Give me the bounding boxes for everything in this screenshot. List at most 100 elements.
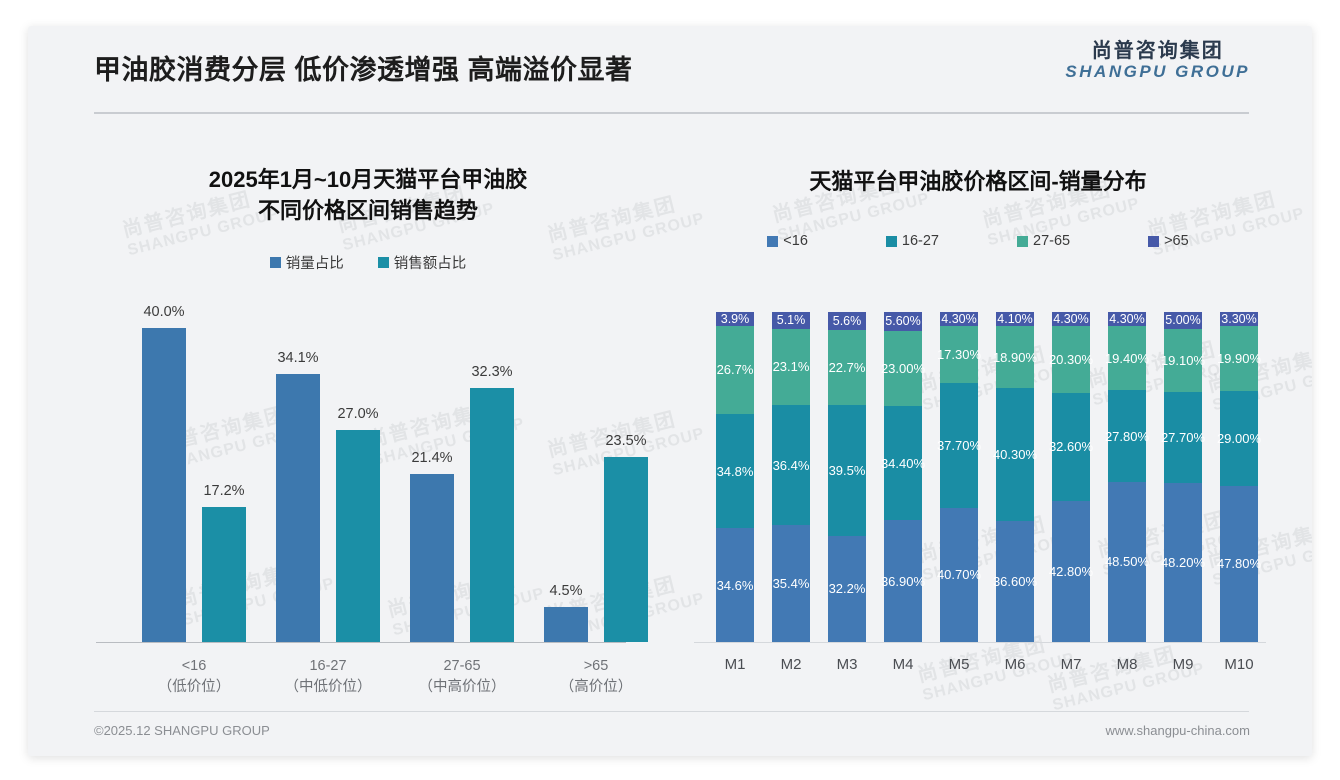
stacked-segment[interactable]: 23.00%	[881, 330, 925, 407]
stacked-segment[interactable]: 36.90%	[881, 520, 925, 642]
segment-value-label: 4.30%	[941, 312, 977, 327]
stacked-segment[interactable]: 5.6%	[828, 312, 866, 331]
stacked-segment[interactable]: 23.1%	[772, 328, 810, 406]
stacked-segment[interactable]: 42.80%	[1048, 500, 1094, 642]
x-axis-month-label: M1	[724, 656, 746, 673]
stacked-bar[interactable]: 4.30% 20.30% 32.60% 42.80%	[1048, 312, 1094, 642]
grouped-bar-chart: 40.0% 17.2% <16 （低价位） 34.1% 27.0% 16-27 （中低价位） 2…	[96, 304, 656, 702]
stacked-segment[interactable]: 32.60%	[1049, 393, 1093, 501]
stacked-segment[interactable]: 27.80%	[1105, 390, 1149, 482]
x-axis-month-label: M5	[948, 656, 970, 673]
x-axis-month-label: M9	[1172, 656, 1194, 673]
legend-label: 16-27	[901, 233, 939, 250]
stacked-segment[interactable]: 5.60%	[884, 312, 922, 331]
grouped-bar[interactable]	[336, 430, 380, 642]
stacked-segment[interactable]: 40.70%	[937, 507, 981, 642]
x-axis-month-label: M2	[780, 656, 802, 673]
legend-item-left-2[interactable]: 销售额占比	[377, 252, 467, 273]
legend-label: 销售额占比	[393, 256, 467, 273]
stacked-segment[interactable]: 34.40%	[881, 406, 925, 521]
stacked-segment[interactable]: 22.7%	[828, 330, 866, 406]
stacked-segment[interactable]: 27.70%	[1161, 391, 1205, 483]
stacked-bar[interactable]: 5.00% 19.10% 27.70% 48.20%	[1160, 312, 1206, 642]
segment-value-label: 40.30%	[992, 447, 1038, 463]
stacked-segment[interactable]: 34.6%	[716, 528, 754, 642]
legend-swatch-icon	[1017, 235, 1028, 247]
segment-value-label: 5.60%	[885, 314, 921, 329]
category-name: 27-65	[443, 658, 481, 674]
legend-item-right-3[interactable]: 27-65	[1017, 233, 1070, 249]
stacked-segment[interactable]: 4.30%	[1052, 312, 1090, 327]
stacked-segment[interactable]: 47.80%	[1217, 485, 1261, 642]
stacked-bar[interactable]: 4.30% 17.30% 37.70% 40.70%	[937, 312, 981, 642]
right-chart-title: 天猫平台甲油胶价格区间-销量分布	[809, 169, 1147, 194]
stacked-segment[interactable]: 36.60%	[992, 521, 1038, 642]
segment-value-label: 3.30%	[1221, 312, 1257, 326]
x-axis-line	[96, 642, 626, 643]
x-axis-month-label: M6	[1004, 656, 1026, 673]
stacked-segment[interactable]: 17.30%	[937, 326, 981, 384]
grouped-bar[interactable]	[142, 328, 186, 642]
stacked-segment[interactable]: 4.30%	[940, 312, 978, 327]
stacked-segment[interactable]: 19.90%	[1217, 326, 1261, 392]
x-axis-category-label: 16-27 （中低价位）	[258, 656, 398, 698]
category-sublabel: （中高价位）	[418, 679, 506, 696]
segment-value-label: 36.60%	[992, 574, 1038, 590]
segment-value-label: 5.6%	[832, 314, 862, 329]
segment-value-label: 19.10%	[1160, 352, 1206, 368]
stacked-segment[interactable]: 48.20%	[1161, 482, 1205, 642]
x-axis-month-label: M4	[892, 656, 914, 673]
legend-item-right-1[interactable]: <16	[767, 233, 808, 249]
category-name: <16	[181, 658, 207, 674]
grouped-bar[interactable]	[410, 474, 454, 642]
grouped-bar[interactable]	[470, 388, 514, 642]
left-chart-title: 2025年1月~10月天猫平台甲油胶 不同价格区间销售趋势	[68, 164, 668, 226]
segment-value-label: 34.6%	[716, 577, 754, 593]
stacked-bar[interactable]: 4.10% 18.90% 40.30% 36.60%	[992, 312, 1038, 642]
stacked-bar[interactable]: 3.9% 26.7% 34.8% 34.6%	[716, 312, 754, 642]
stacked-segment[interactable]: 36.4%	[772, 405, 810, 526]
x-axis-category-label: 27-65 （中高价位）	[392, 656, 532, 698]
stacked-segment[interactable]: 39.5%	[828, 405, 866, 536]
stacked-segment[interactable]: 5.1%	[772, 312, 810, 329]
stacked-segment[interactable]: 3.30%	[1220, 312, 1258, 326]
stacked-bar[interactable]: 5.60% 23.00% 34.40% 36.90%	[881, 312, 925, 642]
stacked-bar[interactable]: 5.6% 22.7% 39.5% 32.2%	[828, 312, 866, 642]
segment-value-label: 4.30%	[1053, 312, 1089, 327]
category-sublabel: （低价位）	[157, 679, 231, 696]
left-chart-title-line1: 2025年1月~10月天猫平台甲油胶	[208, 167, 528, 192]
grouped-bar[interactable]	[276, 374, 320, 642]
segment-value-label: 42.80%	[1048, 563, 1094, 579]
x-axis-month-label: M7	[1060, 656, 1082, 673]
stacked-segment[interactable]: 48.50%	[1105, 481, 1149, 642]
grouped-bar[interactable]	[544, 607, 588, 642]
category-name: >65	[583, 658, 609, 674]
stacked-segment[interactable]: 35.4%	[772, 525, 810, 642]
legend-item-left-1[interactable]: 销量占比	[269, 252, 344, 273]
stacked-segment[interactable]: 37.70%	[937, 383, 981, 508]
logo-text-en: SHANGPU GROUP	[1065, 62, 1250, 81]
stacked-segment[interactable]: 34.8%	[716, 413, 754, 529]
stacked-segment[interactable]: 18.90%	[993, 326, 1037, 389]
stacked-segment[interactable]: 29.00%	[1217, 391, 1261, 486]
stacked-segment[interactable]: 26.7%	[716, 326, 754, 414]
stacked-bar[interactable]: 5.1% 23.1% 36.4% 35.4%	[772, 312, 810, 642]
stacked-segment[interactable]: 19.10%	[1160, 328, 1206, 392]
stacked-segment[interactable]: 3.9%	[716, 312, 754, 326]
stacked-segment[interactable]: 4.30%	[1108, 312, 1146, 327]
stacked-segment[interactable]: 40.30%	[992, 388, 1038, 522]
slide-canvas: 甲油胶消费分层 低价渗透增强 高端溢价显著 尚普咨询集团 SHANGPU GRO…	[28, 26, 1312, 756]
stacked-segment[interactable]: 4.10%	[996, 312, 1034, 326]
segment-value-label: 20.30%	[1048, 352, 1094, 368]
stacked-segment[interactable]: 5.00%	[1164, 312, 1202, 329]
legend-item-right-4[interactable]: >65	[1148, 233, 1189, 249]
stacked-bar[interactable]: 4.30% 19.40% 27.80% 48.50%	[1105, 312, 1149, 642]
stacked-segment[interactable]: 19.40%	[1105, 326, 1149, 391]
grouped-bar[interactable]	[202, 507, 246, 642]
grouped-bar[interactable]	[604, 457, 648, 642]
stacked-segment[interactable]: 32.2%	[828, 535, 866, 642]
category-sublabel: （中低价位）	[284, 679, 372, 696]
stacked-segment[interactable]: 20.30%	[1048, 326, 1094, 394]
legend-item-right-2[interactable]: 16-27	[885, 233, 939, 250]
stacked-bar[interactable]: 3.30% 19.90% 29.00% 47.80%	[1217, 312, 1261, 642]
